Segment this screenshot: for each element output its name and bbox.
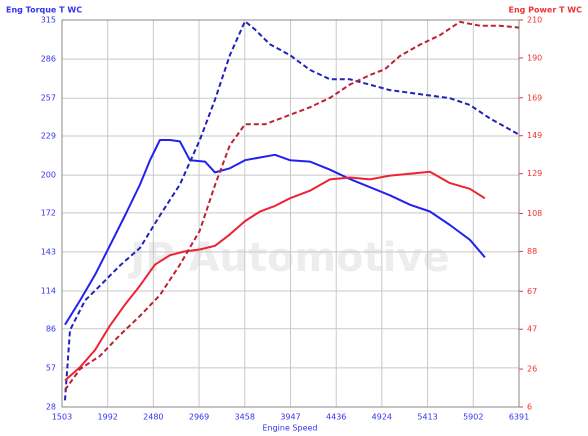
x-tick-label: 3458 xyxy=(235,413,255,422)
y2-axis-title: Eng Power T WC xyxy=(508,6,582,15)
y2-tick-label: 108 xyxy=(527,209,542,218)
watermark: JP Automotive xyxy=(127,235,449,281)
series-line xyxy=(64,170,486,382)
y2-tick-label: 149 xyxy=(527,131,542,140)
y2-tick-label: 169 xyxy=(527,93,542,102)
series-line xyxy=(64,20,520,391)
x-tick-label: 2480 xyxy=(143,413,163,422)
y2-tick-label: 6 xyxy=(527,403,532,412)
x-tick-label: 6391 xyxy=(509,413,529,422)
y2-tick-label: 47 xyxy=(527,325,537,334)
y2-tick-label: 67 xyxy=(527,287,537,296)
series-line xyxy=(64,20,520,401)
y-tick-label: 114 xyxy=(41,287,56,296)
y2-tick-label: 210 xyxy=(527,16,542,25)
y-tick-label: 143 xyxy=(41,247,56,256)
y2-tick-label: 26 xyxy=(527,365,537,374)
x-tick-label: 5413 xyxy=(417,413,437,422)
x-tick-label: 1503 xyxy=(52,413,72,422)
y-tick-label: 86 xyxy=(46,324,56,333)
y2-tick-label: 129 xyxy=(527,169,542,178)
x-axis-title: Engine Speed xyxy=(262,424,317,433)
y-tick-label: 28 xyxy=(46,403,56,412)
y-tick-label: 172 xyxy=(41,208,56,217)
x-tick-label: 3947 xyxy=(280,413,300,422)
y2-tick-label: 190 xyxy=(527,53,542,62)
y-axis-title: Eng Torque T WC xyxy=(6,6,82,15)
y-tick-label: 315 xyxy=(41,16,56,25)
y-tick-label: 229 xyxy=(41,131,56,140)
x-tick-label: 1992 xyxy=(98,413,118,422)
y-tick-label: 200 xyxy=(41,171,56,180)
x-tick-label: 4924 xyxy=(372,413,392,422)
x-tick-label: 5902 xyxy=(463,413,483,422)
plot-frame xyxy=(61,19,520,408)
y-tick-label: 286 xyxy=(41,55,56,64)
x-tick-label: 2969 xyxy=(189,413,209,422)
x-tick-label: 4436 xyxy=(326,413,346,422)
y2-tick-label: 88 xyxy=(527,247,537,256)
series-line xyxy=(64,139,486,326)
y-tick-label: 57 xyxy=(46,363,56,372)
y-tick-label: 257 xyxy=(41,94,56,103)
